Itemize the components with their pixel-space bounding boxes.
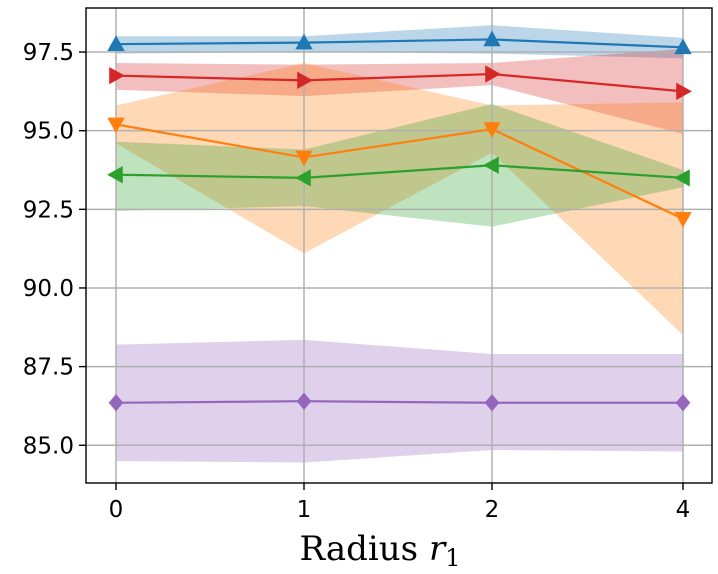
marker-orange-0 bbox=[107, 117, 125, 134]
marker-purple-3 bbox=[675, 394, 691, 412]
x-axis-title-text: Radius bbox=[300, 529, 419, 569]
y-tick-label-3: 92.5 bbox=[23, 197, 74, 223]
line-orange bbox=[115, 123, 684, 220]
marker-green-1 bbox=[295, 169, 311, 187]
marker-green-0 bbox=[107, 166, 123, 184]
y-tick-label-0: 85.0 bbox=[23, 433, 74, 459]
x-tick-label-0: 0 bbox=[109, 497, 124, 523]
y-tick-label-5: 97.5 bbox=[23, 40, 74, 66]
line-blue bbox=[115, 38, 684, 49]
line-red bbox=[115, 72, 684, 93]
plot-frame bbox=[85, 7, 713, 484]
marker-orange-3 bbox=[674, 211, 692, 228]
marker-red-0 bbox=[109, 66, 125, 85]
marker-green-3 bbox=[674, 169, 690, 187]
x-axis-title: Radius r1 bbox=[300, 529, 461, 572]
x-tick-label-3: 4 bbox=[676, 497, 691, 523]
x-tick-label-1: 1 bbox=[297, 497, 312, 523]
marker-blue-0 bbox=[107, 35, 125, 51]
y-tick-label-4: 95.0 bbox=[23, 119, 74, 145]
marker-blue-3 bbox=[674, 38, 692, 55]
marker-red-3 bbox=[676, 82, 692, 101]
y-tick-label-2: 90.0 bbox=[23, 276, 74, 302]
x-tick-label-2: 2 bbox=[485, 497, 500, 523]
marker-orange-2 bbox=[483, 122, 501, 138]
series-lines bbox=[115, 38, 684, 404]
marker-orange-1 bbox=[295, 150, 313, 167]
x-axis-title-subscript: 1 bbox=[445, 544, 460, 572]
marker-purple-1 bbox=[296, 392, 312, 410]
line-purple bbox=[115, 400, 683, 404]
band-green bbox=[116, 103, 683, 227]
marker-blue-2 bbox=[483, 30, 501, 47]
marker-red-1 bbox=[297, 71, 313, 90]
tick-labels: 0 1 2 4 85.0 87.5 90.0 92.5 95.0 97.5 bbox=[23, 40, 691, 523]
confidence-bands bbox=[116, 25, 683, 463]
marker-green-2 bbox=[483, 156, 499, 174]
marker-red-2 bbox=[485, 65, 501, 83]
x-axis-title-symbol: r bbox=[429, 529, 447, 569]
marker-purple-0 bbox=[108, 394, 124, 412]
series-markers bbox=[107, 30, 692, 412]
axis-ticks bbox=[79, 51, 684, 490]
line-green bbox=[115, 164, 684, 179]
marker-purple-2 bbox=[484, 394, 500, 412]
y-tick-label-1: 87.5 bbox=[23, 355, 74, 381]
marker-blue-1 bbox=[295, 33, 313, 50]
band-red bbox=[116, 48, 683, 134]
